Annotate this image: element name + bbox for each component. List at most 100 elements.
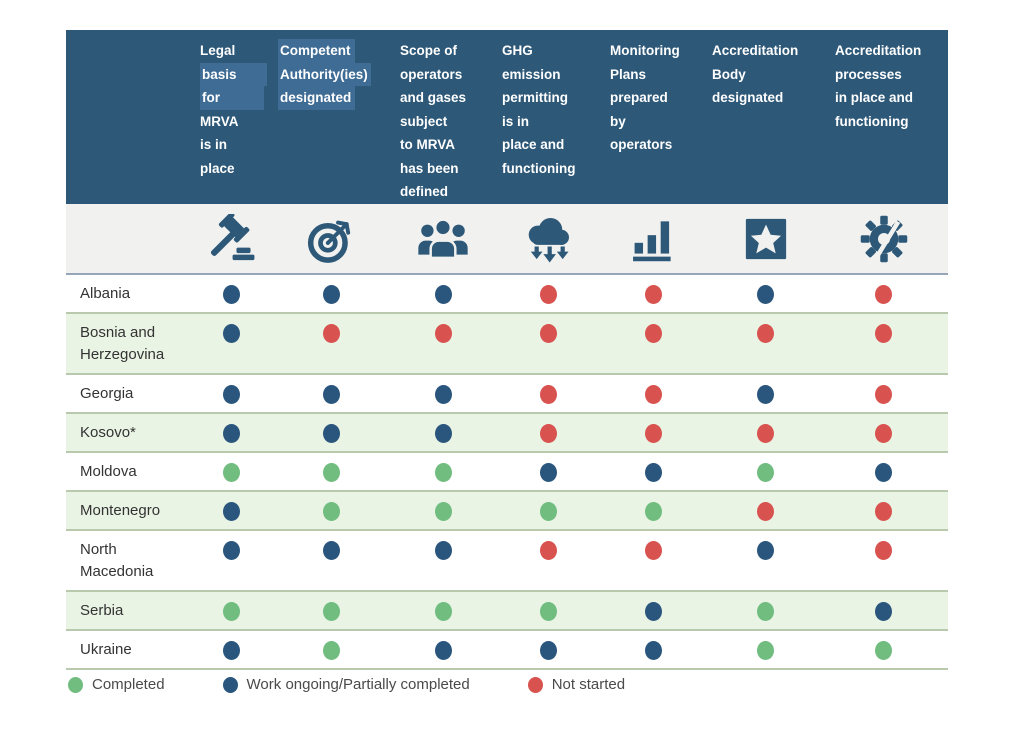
status-cell (392, 275, 494, 312)
country-label: North Macedonia (80, 541, 154, 580)
status-cell (392, 453, 494, 490)
status-dot-completed (757, 602, 774, 621)
status-cell (602, 314, 704, 373)
status-cell (270, 375, 392, 412)
legend-dot-ongoing (222, 676, 238, 693)
people-group-icon (416, 216, 470, 262)
status-dot-not_started (644, 541, 662, 560)
table-row-montenegro: Montenegro (66, 492, 948, 531)
header-text-line: functioning (502, 160, 576, 176)
table-row-ukraine: Ukraine (66, 631, 948, 670)
status-dot-not_started (322, 324, 340, 343)
table-row-serbia: Serbia (66, 592, 948, 631)
status-dot-completed (539, 502, 557, 521)
status-cell (704, 275, 827, 312)
legend-label: Work ongoing/Partially completed (246, 676, 470, 693)
status-dot-ongoing (539, 463, 557, 482)
status-cell (494, 492, 602, 529)
status-cell (827, 314, 940, 373)
status-dot-ongoing (434, 641, 452, 660)
status-dot-not_started (875, 385, 892, 404)
status-cell (827, 275, 940, 312)
column-header-monitoring-plans: Monitoring Plans prepared by operators (610, 39, 712, 204)
country-label: Georgia (80, 385, 134, 402)
country-label: Montenegro (80, 502, 161, 519)
header-text-line: place and (502, 137, 565, 152)
status-cell (494, 314, 602, 373)
status-cell (192, 275, 270, 312)
header-text-line: Accreditation (835, 43, 922, 58)
status-cell (392, 631, 494, 668)
table-row-moldova: Moldova (66, 453, 948, 492)
status-dot-ongoing (322, 424, 340, 443)
status-cell (270, 631, 392, 668)
status-cell (192, 592, 270, 629)
status-cell (392, 592, 494, 629)
status-dot-ongoing (644, 602, 662, 621)
status-cell (270, 592, 392, 629)
status-dot-completed (539, 602, 557, 621)
status-dot-completed (322, 463, 340, 482)
status-cell (494, 275, 602, 312)
column-header-ghg-permitting: GHG emission permitting is in place and funct… (502, 39, 610, 204)
header-text-line: processes (835, 66, 902, 82)
status-dot-not_started (644, 285, 662, 304)
status-cell (192, 531, 270, 590)
status-cell (270, 275, 392, 312)
status-dot-not_started (539, 324, 557, 343)
status-cell (392, 492, 494, 529)
status-dot-ongoing (222, 324, 240, 343)
header-text-line: designated (712, 90, 784, 105)
status-cell (704, 414, 827, 451)
status-cell (494, 414, 602, 451)
header-text-line: to MRVA (400, 137, 455, 152)
status-dot-not_started (539, 385, 557, 404)
status-cell (827, 453, 940, 490)
status-dot-ongoing (434, 385, 452, 404)
status-dot-ongoing (322, 285, 340, 304)
legend: Completed Work ongoing/Partially complete… (68, 676, 625, 693)
legend-label: Completed (92, 676, 165, 693)
status-cell (602, 375, 704, 412)
header-text-line: permitting (502, 90, 568, 105)
status-dot-ongoing (875, 463, 892, 482)
header-text-line: Competent (278, 39, 355, 63)
column-header-accreditation-processes: Accreditation processes in place and functi… (835, 39, 948, 204)
status-cell (494, 631, 602, 668)
header-text-line: subject (400, 113, 448, 129)
header-text-line: is in (200, 137, 228, 152)
status-dot-not_started (434, 324, 452, 343)
country-label: Moldova (80, 463, 137, 480)
status-cell (494, 453, 602, 490)
status-cell (704, 592, 827, 629)
status-dot-not_started (875, 285, 892, 304)
header-text-line: designated (278, 86, 356, 110)
status-cell (392, 375, 494, 412)
status-cell (704, 314, 827, 373)
header-text-line: Body (712, 66, 746, 82)
status-cell (270, 531, 392, 590)
status-dot-not_started (757, 424, 774, 443)
bar-chart-icon (628, 216, 678, 262)
status-dot-not_started (875, 424, 892, 443)
status-dot-completed (322, 641, 340, 660)
gear-process-icon (859, 215, 909, 263)
status-dot-not_started (757, 324, 774, 343)
header-text-line: Accreditation (712, 43, 799, 58)
status-dot-ongoing (222, 385, 240, 404)
table-row-kosovo: Kosovo* (66, 414, 948, 453)
status-cell (192, 453, 270, 490)
status-cell (827, 592, 940, 629)
header-text-line: for (200, 86, 264, 110)
spacer-cell (66, 39, 200, 204)
header-text-line: functioning (835, 113, 909, 129)
status-dot-ongoing (222, 285, 240, 304)
status-dot-ongoing (644, 463, 662, 482)
header-text-line: basis (200, 62, 267, 86)
country-label: Ukraine (80, 641, 132, 658)
status-cell (192, 314, 270, 373)
status-dot-completed (434, 463, 452, 482)
status-dot-completed (222, 602, 240, 621)
header-text-line: Scope of (400, 43, 458, 58)
